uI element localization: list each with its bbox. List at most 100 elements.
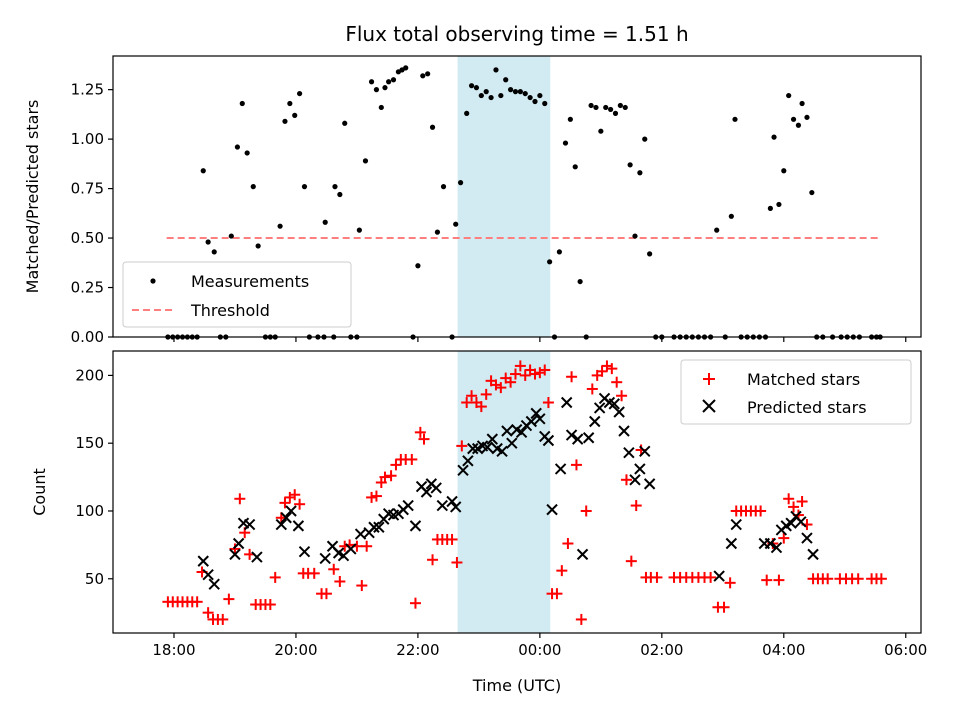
legend-marker-predicted (702, 399, 716, 413)
matched-point-50 (418, 433, 430, 445)
predicted-point-75 (725, 537, 738, 550)
measurement-point-8 (205, 239, 211, 245)
matched-point-65 (495, 382, 507, 394)
measurement-point-89 (617, 102, 623, 109)
measurement-point-68 (512, 89, 519, 95)
measurement-point-58 (464, 110, 470, 116)
predicted-point-17 (345, 543, 357, 555)
measurement-point-121 (799, 100, 805, 107)
measurement-point-72 (532, 98, 538, 105)
predicted-point-4 (232, 537, 245, 550)
predicted-point-0 (197, 555, 209, 567)
measurement-point-63 (488, 94, 494, 101)
matched-point-77 (551, 588, 563, 600)
measurement-point-17 (255, 243, 261, 249)
predicted-point-78 (764, 537, 777, 550)
matched-point-70 (519, 369, 531, 381)
predicted-point-67 (613, 406, 625, 418)
x-tick-label-6: 06:00 (884, 641, 927, 659)
predicted-point-10 (285, 505, 297, 517)
measurement-point-74 (542, 100, 548, 107)
matched-point-91 (620, 474, 632, 486)
matched-point-117 (778, 532, 790, 544)
matched-point-89 (611, 376, 623, 388)
matched-point-20 (264, 599, 276, 611)
predicted-point-6 (243, 518, 256, 531)
measurement-point-52 (429, 124, 436, 130)
measurement-point-95 (647, 251, 653, 257)
predicted-point-12 (298, 545, 311, 558)
matched-point-59 (466, 390, 478, 402)
matched-point-113 (755, 505, 767, 517)
predicted-point-84 (795, 516, 807, 528)
counts-series (162, 360, 887, 625)
predicted-point-33 (436, 499, 449, 512)
matched-point-67 (505, 376, 517, 388)
matched-point-26 (294, 498, 306, 510)
y-tick-label-top-3: 0.75 (71, 180, 104, 198)
predicted-point-13 (319, 552, 331, 565)
y-tick-label-top-4: 1.00 (71, 130, 104, 148)
measurement-point-59 (468, 83, 475, 89)
predicted-point-46 (506, 437, 518, 449)
measurement-point-23 (287, 100, 293, 107)
matched-point-55 (446, 533, 458, 545)
predicted-point-51 (530, 407, 542, 420)
measurement-point-105 (714, 227, 720, 233)
matched-point-43 (385, 470, 397, 482)
predicted-point-56 (554, 463, 567, 475)
matched-point-116 (773, 574, 785, 586)
matched-point-33 (334, 575, 346, 587)
measurement-point-38 (362, 158, 369, 164)
predicted-point-52 (534, 413, 546, 425)
predicted-point-57 (560, 396, 573, 409)
predicted-point-61 (582, 432, 595, 444)
predicted-point-8 (275, 518, 288, 531)
predicted-point-71 (634, 463, 646, 475)
matched-point-62 (480, 388, 492, 400)
matched-point-12 (223, 593, 235, 605)
legend-box-bottom (680, 359, 912, 425)
matched-point-72 (529, 368, 541, 380)
legend-marker-measurements (150, 278, 156, 284)
predicted-point-69 (623, 446, 635, 459)
measurement-point-7 (200, 168, 206, 174)
matched-point-81 (570, 459, 582, 471)
predicted-point-28 (409, 520, 422, 532)
legend-plus-glyph (703, 373, 715, 385)
measurement-point-34 (342, 120, 348, 126)
predicted-point-34 (446, 495, 458, 508)
matched-point-68 (509, 368, 521, 380)
matched-point-84 (586, 383, 598, 395)
measurement-point-21 (277, 223, 283, 229)
matched-point-24 (284, 491, 296, 503)
matched-point-51 (427, 554, 439, 566)
y-tick-label-bottom-3: 200 (75, 366, 104, 384)
measurement-point-24 (292, 112, 298, 118)
measurement-point-90 (622, 104, 628, 111)
matched-point-114 (761, 574, 773, 586)
matched-point-79 (562, 538, 574, 550)
measurement-point-56 (453, 221, 459, 227)
matched-point-104 (705, 571, 717, 583)
matched-point-14 (234, 493, 246, 505)
predicted-point-70 (629, 474, 641, 486)
predicted-point-50 (525, 415, 538, 428)
measurement-point-53 (434, 229, 441, 235)
predicted-point-20 (368, 521, 380, 533)
predicted-point-85 (801, 532, 813, 544)
predicted-point-55 (546, 503, 558, 516)
matched-point-39 (366, 491, 378, 503)
predicted-point-44 (496, 445, 508, 458)
predicted-point-7 (251, 551, 263, 563)
measurement-point-22 (282, 118, 288, 124)
observing-window-shade-bottom (457, 351, 551, 633)
measurements-series (165, 65, 883, 340)
predicted-point-35 (450, 501, 462, 513)
matched-point-31 (320, 588, 332, 600)
matched-point-93 (630, 500, 642, 512)
predicted-point-38 (467, 442, 479, 455)
matched-point-92 (625, 555, 637, 567)
measurement-point-61 (478, 92, 484, 99)
